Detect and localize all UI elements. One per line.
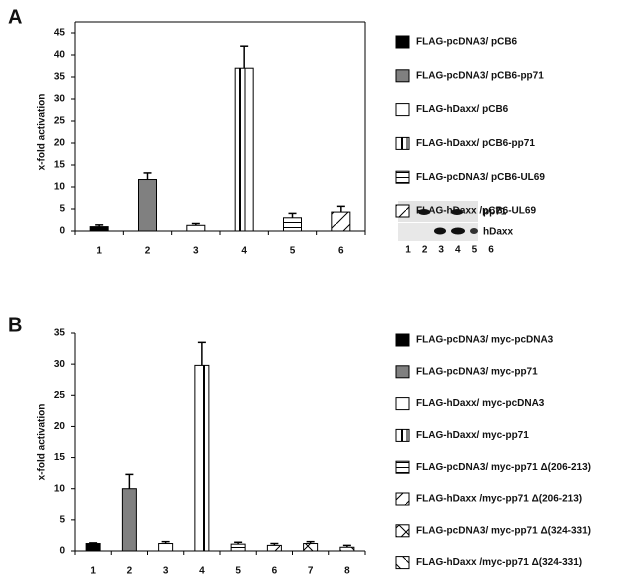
y-tick-label: 30: [54, 94, 66, 105]
y-tick-label: 15: [54, 160, 66, 171]
legend-label: FLAG-hDaxx/ pCB6-pp71: [416, 138, 535, 149]
legend-swatch: [395, 333, 410, 347]
y-tick-label: 40: [54, 50, 66, 61]
legend-swatch: [395, 428, 410, 442]
y-tick-label: 25: [54, 116, 66, 127]
blot-band: [418, 209, 430, 215]
panel-label: B: [8, 314, 22, 336]
x-tick-label: 1: [90, 566, 96, 577]
bar: [186, 224, 206, 232]
bar: [339, 546, 355, 552]
x-tick-label: 6: [272, 566, 278, 577]
blot-strip: [398, 201, 478, 222]
legend-label: FLAG-pcDNA3/ myc-pp71: [416, 366, 538, 377]
y-axis-label: x-fold activation: [37, 94, 48, 171]
y-tick-label: 30: [54, 359, 66, 370]
bar: [158, 543, 174, 552]
legend-label: FLAG-pcDNA3/ myc-pp71 Δ(324-331): [416, 525, 591, 536]
legend-swatch: [395, 365, 410, 379]
legend-label: FLAG-hDaxx /myc-pp71 Δ(324-331): [416, 557, 582, 568]
x-tick-label: 5: [235, 566, 241, 577]
y-tick-label: 25: [54, 390, 66, 401]
x-tick-label: 3: [193, 246, 199, 257]
bar: [85, 543, 101, 552]
legend-swatch: [395, 492, 410, 506]
blot-band: [434, 227, 446, 235]
blot: [398, 201, 478, 241]
bar: [194, 364, 210, 552]
y-tick-label: 20: [54, 138, 66, 149]
blot-lane-label: 6: [488, 245, 494, 256]
bar: [234, 67, 254, 232]
blot-band-label: pp71: [483, 207, 507, 218]
legend-label: FLAG-hDaxx /pCB6-UL69: [416, 206, 536, 217]
legend-swatch: [395, 103, 410, 117]
legend-label: FLAG-hDaxx/ myc-pcDNA3: [416, 398, 545, 409]
bar: [138, 179, 157, 232]
y-tick-label: 10: [54, 483, 66, 494]
legend-swatch: [395, 397, 410, 411]
legend-label: FLAG-pcDNA3/ myc-pcDNA3: [416, 335, 554, 346]
x-tick-label: 7: [308, 566, 314, 577]
legend-swatch: [395, 170, 410, 184]
legend-swatch: [395, 460, 410, 474]
x-tick-label: 1: [96, 246, 102, 257]
legend-swatch: [395, 556, 410, 570]
y-tick-label: 35: [54, 328, 66, 339]
y-tick-label: 15: [54, 452, 66, 463]
y-tick-label: 5: [59, 204, 65, 215]
y-tick-label: 20: [54, 421, 66, 432]
x-tick-label: 5: [290, 246, 296, 257]
y-tick-label: 45: [54, 28, 66, 39]
blot-band: [451, 209, 463, 215]
legend-label: FLAG-hDaxx /myc-pp71 Δ(206-213): [416, 494, 582, 505]
blot-lane-label: 2: [422, 245, 428, 256]
y-tick-label: 35: [54, 72, 66, 83]
bar: [121, 488, 137, 552]
legend-label: FLAG-pcDNA3/ pCB6-UL69: [416, 172, 545, 183]
y-tick-label: 10: [54, 182, 66, 193]
bar: [331, 211, 351, 232]
legend-swatch: [395, 136, 410, 150]
blot-band-label: hDaxx: [483, 227, 513, 238]
legend-swatch: [395, 204, 410, 218]
blot-lane-label: 5: [472, 245, 478, 256]
y-tick-label: 5: [59, 514, 65, 525]
bar: [283, 217, 302, 232]
y-axis-label: x-fold activation: [37, 404, 48, 481]
legend-swatch: [395, 524, 410, 538]
x-tick-label: 2: [127, 566, 133, 577]
blot-lane-label: 4: [455, 245, 461, 256]
blot-lane-label: 3: [438, 245, 444, 256]
legend-label: FLAG-pcDNA3/ pCB6-pp71: [416, 70, 544, 81]
legend-label: FLAG-hDaxx/ myc-pp71: [416, 430, 529, 441]
x-tick-label: 3: [163, 566, 169, 577]
x-tick-label: 6: [338, 246, 344, 257]
blot-band: [470, 228, 478, 234]
bar: [266, 544, 282, 552]
x-tick-label: 4: [199, 566, 205, 577]
x-tick-label: 8: [344, 566, 350, 577]
legend-label: FLAG-pcDNA3/ pCB6: [416, 37, 518, 48]
bar: [89, 226, 109, 232]
x-tick-label: 2: [145, 246, 151, 257]
panel-label: A: [8, 6, 22, 28]
x-tick-label: 4: [241, 246, 247, 257]
legend-swatch: [395, 35, 410, 49]
blot-band: [451, 227, 465, 235]
legend-label: FLAG-hDaxx/ pCB6: [416, 104, 509, 115]
y-tick-label: 0: [59, 546, 65, 557]
legend-label: FLAG-pcDNA3/ myc-pp71 Δ(206-213): [416, 462, 591, 473]
y-tick-label: 0: [59, 226, 65, 237]
bar: [303, 543, 319, 552]
blot-lane-label: 1: [405, 245, 411, 256]
legend-swatch: [395, 69, 410, 83]
bar: [230, 543, 246, 552]
